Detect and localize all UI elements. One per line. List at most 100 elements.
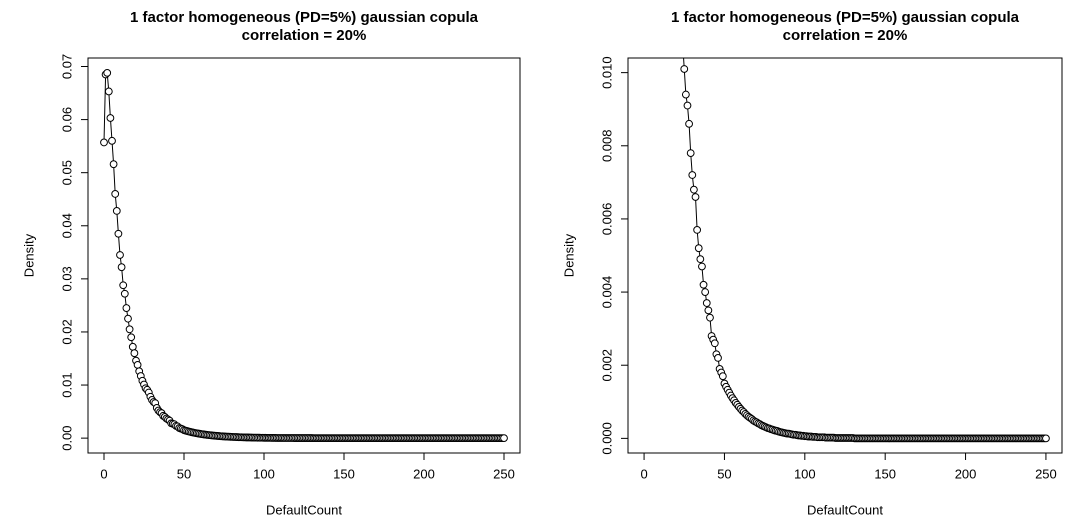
chart-subtitle: correlation = 20% [242,27,367,44]
density-point [104,87,113,96]
density-point [0,435,3,442]
density-point [133,360,142,369]
density-point [681,90,690,99]
density-point [718,372,727,381]
density-point [691,193,700,201]
density-point [106,114,115,122]
y-tick-label: 0.002 [599,349,614,382]
density-point [0,435,3,442]
x-tick-label: 100 [794,466,816,481]
plot-frame [87,57,521,454]
density-point [108,136,116,145]
x-tick-label: 150 [333,466,355,481]
plot-area [0,68,508,443]
density-point [702,299,711,307]
density-point [111,190,120,198]
density-point [0,435,3,442]
density-line [683,58,1046,439]
density-point [130,349,139,358]
density-point [706,313,714,322]
y-tick-label: 0.04 [59,213,74,238]
density-point [696,255,705,264]
x-axis-label: DefaultCount [266,502,342,517]
density-point [0,435,3,442]
x-tick-label: 50 [177,466,191,481]
density-point [693,225,702,234]
density-point [701,288,710,296]
density-point [688,171,697,179]
density-point [690,185,698,194]
density-point [112,207,121,215]
x-tick-label: 0 [640,466,647,481]
y-tick-label: 0.010 [599,56,614,89]
density-point [120,289,129,298]
y-tick-label: 0.06 [59,107,74,132]
density-point [103,68,112,77]
x-tick-label: 150 [874,466,896,481]
plot-area [0,40,1050,443]
density-point [0,435,3,442]
chart-title: 1 factor homogeneous (PD=5%) gaussian co… [130,9,479,26]
density-point [500,434,508,443]
y-tick-label: 0.006 [599,203,614,236]
density-point [116,251,124,259]
density-point [0,435,3,442]
x-tick-label: 200 [955,466,977,481]
x-tick-label: 100 [253,466,275,481]
density-point [0,435,3,442]
density-point [698,262,706,271]
density-point [0,435,3,442]
density-point [0,435,3,442]
y-tick-label: 0.008 [599,130,614,163]
density-point [679,40,686,47]
chart-subtitle: correlation = 20% [783,27,908,44]
x-axis-label: DefaultCount [807,502,883,517]
density-point [0,435,3,442]
density-point [0,435,3,442]
density-point [125,325,134,334]
density-point [0,435,3,442]
density-point [714,354,722,362]
y-tick-label: 0.000 [599,422,614,455]
density-point [0,435,3,442]
density-point [0,435,3,442]
density-point [0,435,3,442]
plot-frame [627,57,1063,454]
density-point [710,339,719,348]
density-point [704,306,713,315]
density-point [0,435,3,442]
density-point [119,281,128,290]
density-point [124,314,132,323]
density-point [685,119,693,128]
density-point [686,149,695,157]
density-point [694,244,703,253]
y-tick-label: 0.05 [59,160,74,185]
x-tick-label: 250 [1035,466,1057,481]
density-point [0,435,3,442]
density-point [114,229,123,238]
density-point [0,435,3,442]
density-point [680,65,689,73]
density-point [0,435,3,442]
density-point [0,435,3,442]
y-tick-label: 0.02 [59,319,74,344]
y-axis-label: Density [561,233,576,277]
density-point [100,138,108,147]
density-point [128,342,137,351]
x-tick-label: 200 [413,466,435,481]
y-tick-label: 0.07 [59,54,74,79]
density-point [699,280,708,289]
density-point [127,333,136,342]
density-point [122,304,131,312]
density-point [117,263,126,272]
x-tick-label: 0 [100,466,107,481]
y-tick-label: 0.03 [59,266,74,291]
density-point [683,101,692,110]
x-tick-label: 50 [717,466,731,481]
chart-title: 1 factor homogeneous (PD=5%) gaussian co… [671,9,1020,26]
y-tick-label: 0.00 [59,425,74,450]
y-tick-label: 0.004 [599,276,614,309]
y-axis-label: Density [21,233,36,277]
